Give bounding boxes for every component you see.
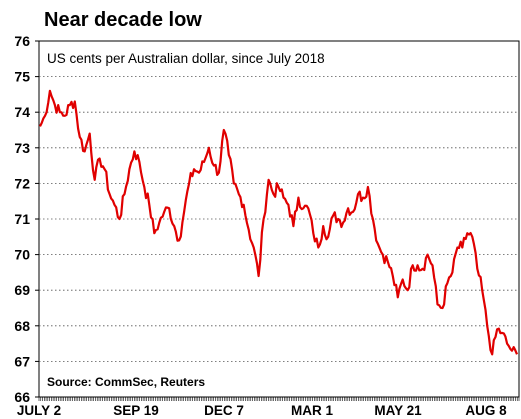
x-tick-label: MAR 1 — [291, 403, 333, 418]
chart-source: Source: CommSec, Reuters — [47, 375, 205, 389]
y-tick-label: 66 — [14, 389, 30, 405]
chart-subtitle: US cents per Australian dollar, since Ju… — [47, 51, 325, 66]
y-tick-label: 73 — [14, 140, 30, 156]
x-axis: JULY 2 SEP 19 DEC 7 MAR 1 MAY 21 AUG 8 — [17, 397, 520, 418]
series-line — [39, 89, 519, 356]
grid-lines — [39, 76, 519, 362]
chart-title: Near decade low — [44, 9, 202, 31]
x-tick-label: MAY 21 — [374, 403, 422, 418]
y-tick-label: 70 — [14, 247, 30, 263]
y-tick-label: 71 — [14, 211, 30, 227]
y-tick-label: 69 — [14, 282, 30, 298]
y-tick-label: 75 — [14, 69, 30, 85]
y-tick-label: 67 — [14, 353, 30, 369]
y-tick-label: 68 — [14, 318, 30, 334]
y-tick-label: 74 — [14, 104, 30, 120]
y-tick-label: 72 — [14, 175, 30, 191]
x-tick-label: AUG 8 — [465, 403, 507, 418]
x-tick-label: JULY 2 — [17, 403, 61, 418]
y-axis: 76 75 74 73 72 71 70 69 68 67 66 — [14, 33, 39, 405]
x-tick-label: DEC 7 — [204, 403, 244, 418]
x-tick-label: SEP 19 — [113, 403, 159, 418]
y-tick-label: 76 — [14, 33, 30, 49]
